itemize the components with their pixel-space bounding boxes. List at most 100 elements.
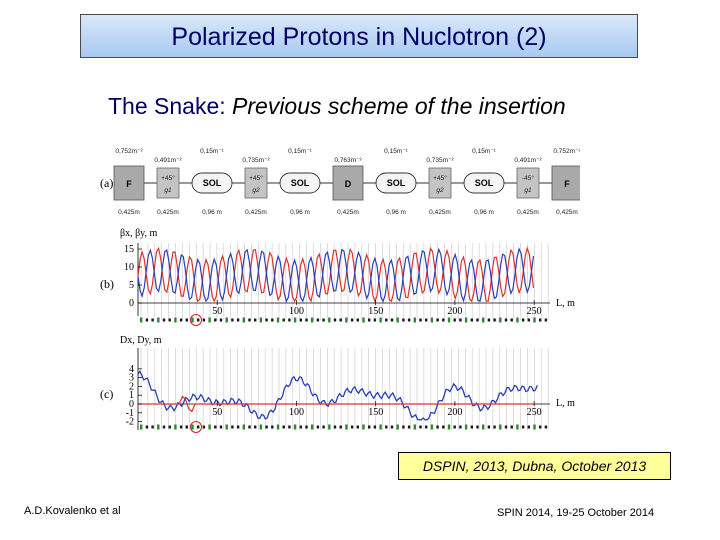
lattice-bottom-label: 0,425m	[337, 209, 359, 216]
x-tick-label: 100	[289, 407, 304, 418]
lattice-panel: (a) F +45° g1 SOL +45° g2 SOL D SOL +45° g2 SOL -45°…	[100, 148, 580, 216]
rotator-angle: +45°	[433, 174, 447, 182]
beta-element-strip	[140, 317, 548, 323]
y-tick-label: 3	[129, 373, 134, 384]
lattice-bottom-label: 0,96 m	[386, 209, 406, 216]
sol-label: SOL	[475, 178, 494, 188]
quad-label: D	[345, 179, 352, 189]
lattice-bottom-label: 0,425m	[118, 209, 140, 216]
slide-subtitle: The Snake: Previous scheme of the insert…	[108, 93, 566, 120]
y-tick-label: -1	[126, 408, 134, 419]
lattice-element-sol: SOL	[375, 172, 417, 194]
y-tick-label: 15	[124, 244, 134, 255]
lattice-bottom-label: 0,425m	[157, 209, 179, 216]
lattice-bottom-label: 0,96 m	[474, 209, 494, 216]
reference-text: DSPIN, 2013, Dubna, October 2013	[422, 458, 647, 474]
lattice-top-label: 0,752m⁻²	[115, 148, 143, 155]
rotator-name: g1	[524, 187, 532, 194]
disp-y-curve	[138, 395, 535, 413]
lattice-element-rot: +45° g1	[156, 167, 180, 199]
disp-element-strip	[140, 424, 548, 430]
y-tick-label: 0	[129, 399, 134, 410]
beta-snake-marker	[190, 314, 202, 326]
beta-y-curve	[137, 247, 535, 303]
disp-ylabel: Dx, Dy, m	[120, 335, 162, 346]
rotator-angle: +45°	[249, 174, 263, 182]
lattice-top-label: 0,752m⁻²	[553, 148, 580, 155]
lattice-element-sol: SOL	[279, 172, 321, 194]
rotator-name: g2	[252, 187, 260, 194]
subtitle-italic: Previous scheme of the insertion	[232, 93, 566, 119]
beta-xlabel: L, m	[556, 298, 575, 309]
footer-author: A.D.Kovalenko et al	[24, 505, 121, 517]
lattice-element-rot: +45° g2	[244, 167, 268, 199]
lattice-element-sol: SOL	[463, 172, 505, 194]
lattice-element-rot: +45° g2	[428, 167, 452, 199]
x-tick-label: 100	[289, 306, 304, 317]
x-tick-label: 50	[212, 407, 222, 418]
sol-label: SOL	[291, 178, 310, 188]
lattice-length-labels: 0,425m 0,425m 0,96 m 0,425m 0,96 m 0,425m 0,96…	[118, 209, 578, 216]
lattice-bottom-label: 0,425m	[556, 209, 578, 216]
beta-yticks: 15 10 5 0	[124, 244, 142, 309]
lattice-element-sol: SOL	[191, 172, 233, 194]
rotator-name: g2	[436, 187, 444, 194]
y-tick-label: 0	[129, 298, 134, 309]
sol-label: SOL	[203, 178, 222, 188]
lattice-strength-labels: 0,752m⁻² 0,491m⁻² 0,15m⁻¹ 0,735m⁻² 0,15m⁻¹ 0,…	[115, 148, 580, 164]
beta-xticks: 50 100 150 200 250	[212, 300, 542, 317]
lattice-top-label: 0,735m⁻²	[242, 157, 270, 164]
reference-box: DSPIN, 2013, Dubna, October 2013	[398, 452, 671, 480]
rotator-angle: +45°	[161, 174, 175, 182]
y-tick-label: 1	[129, 390, 134, 401]
footer-conference: SPIN 2014, 19-25 October 2014	[497, 507, 655, 519]
disp-panel-label: (c)	[100, 387, 113, 401]
rotator-name: g1	[164, 187, 172, 194]
y-tick-label: 2	[129, 381, 134, 392]
x-tick-label: 200	[447, 306, 462, 317]
lattice-bottom-label: 0,425m	[429, 209, 451, 216]
lattice-elements: F +45° g1 SOL +45° g2 SOL D SOL +45° g2 SOL -45° g1 F	[113, 165, 580, 201]
lattice-element-quad: D	[332, 165, 364, 201]
quad-label: F	[564, 179, 570, 189]
disp-x-curve	[137, 370, 538, 421]
x-tick-label: 250	[527, 306, 542, 317]
lattice-element-quad: F	[551, 165, 580, 201]
x-tick-label: 200	[447, 407, 462, 418]
lattice-bottom-label: 0,425m	[517, 209, 539, 216]
x-tick-label: 250	[527, 407, 542, 418]
y-tick-label: 4	[129, 364, 134, 375]
lattice-top-label: 0,15m⁻¹	[200, 148, 224, 155]
beta-x-curve	[137, 246, 535, 303]
rotator-angle: -45°	[522, 174, 534, 182]
lattice-top-label: 0,15m⁻¹	[288, 148, 312, 155]
lattice-element-quad: F	[113, 165, 145, 201]
quad-label: F	[126, 179, 132, 189]
lattice-element-rot: -45° g1	[516, 167, 540, 199]
slide-title: Polarized Protons in Nuclotron (2)	[171, 23, 547, 51]
y-tick-label: -2	[126, 417, 134, 428]
lattice-top-label: 0,15m⁻¹	[384, 148, 408, 155]
disp-grid	[140, 348, 549, 430]
snake-insertion-figure: (a) F +45° g1 SOL +45° g2 SOL D SOL +45° g2 SOL -45°…	[100, 148, 580, 433]
lattice-top-label: 0,491m⁻²	[154, 157, 182, 164]
y-tick-label: 10	[124, 262, 134, 273]
lattice-top-label: 0,491m⁻²	[514, 157, 542, 164]
subtitle-lead: The Snake:	[108, 93, 226, 119]
lattice-bottom-label: 0,425m	[245, 209, 267, 216]
lattice-panel-label: (a)	[100, 176, 113, 190]
x-tick-label: 150	[368, 407, 383, 418]
slide-title-box: Polarized Protons in Nuclotron (2)	[80, 14, 638, 58]
disp-xticks: 50 100 150 200 250	[212, 401, 542, 418]
sol-label: SOL	[387, 178, 406, 188]
disp-xlabel: L, m	[556, 398, 575, 409]
lattice-bottom-label: 0,96 m	[202, 209, 222, 216]
lattice-top-label: 0,763m⁻²	[334, 157, 362, 164]
lattice-top-label: 0,15m⁻¹	[472, 148, 496, 155]
lattice-top-label: 0,735m⁻²	[426, 157, 454, 164]
x-tick-label: 50	[212, 306, 222, 317]
y-tick-label: 5	[129, 280, 134, 291]
